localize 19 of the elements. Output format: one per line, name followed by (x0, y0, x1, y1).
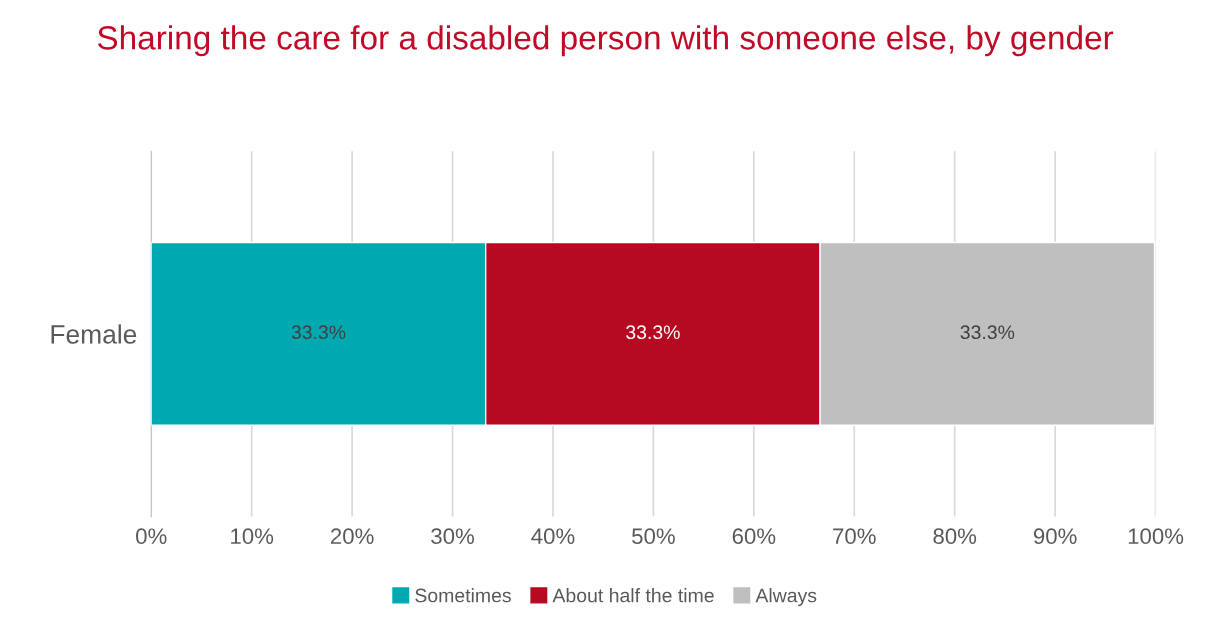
x-tick-label: 30% (431, 528, 474, 545)
chart-title: Sharing the care for a disabled person with someone else, by gender (97, 25, 1114, 57)
x-tick-label: 100% (1128, 528, 1184, 545)
x-tick-label: 50% (632, 528, 675, 545)
x-tick-label: 20% (330, 528, 374, 545)
legend-label: Sometimes (415, 588, 511, 603)
data-label: 33.3% (626, 325, 680, 340)
x-tick-label: 10% (231, 528, 274, 545)
data-label: 33.3% (960, 325, 1015, 340)
x-tick-label: 40% (531, 528, 575, 545)
legend-label: About half the time (552, 588, 714, 603)
x-tick-label: 0% (136, 528, 167, 545)
legend-label: Always (755, 588, 817, 607)
x-tick-label: 80% (933, 528, 977, 545)
x-tick-label: 90% (1033, 528, 1077, 545)
data-label: 33.3% (291, 325, 346, 340)
y-tick-label: Female (51, 324, 137, 344)
x-tick-label: 60% (732, 528, 776, 545)
x-tick-label: 70% (833, 528, 876, 545)
